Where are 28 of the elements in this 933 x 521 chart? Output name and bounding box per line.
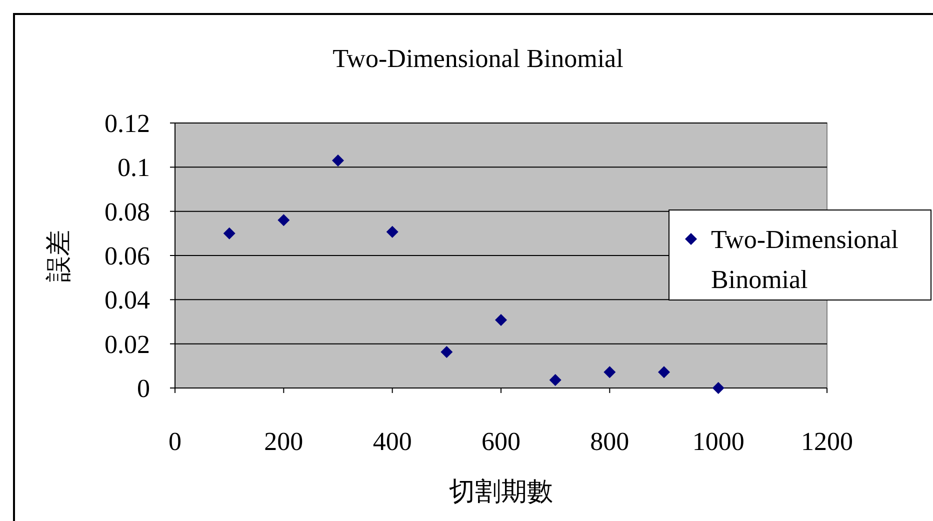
chart-title: Two-Dimensional Binomial: [332, 44, 624, 73]
legend-label: Two-Dimensional Binomial: [711, 225, 898, 294]
y-axis-title: 誤差: [44, 230, 73, 282]
y-tick-label: 0.02: [104, 330, 150, 359]
y-tick-label: 0: [137, 374, 150, 403]
point: [278, 214, 290, 226]
x-tick-label: 200: [264, 427, 304, 456]
x-tick-label: 1000: [692, 427, 744, 456]
point: [712, 382, 724, 394]
point: [549, 374, 562, 386]
point: [604, 366, 616, 378]
x-tick-label: 0: [168, 427, 182, 456]
y-tick-label: 0.04: [104, 286, 150, 315]
x-axis-title: 切割期數: [449, 477, 553, 506]
y-tick-label: 0.08: [104, 197, 150, 226]
y-tick-label: 0.1: [118, 153, 150, 182]
x-tick-label: 1200: [801, 427, 853, 456]
point: [386, 226, 398, 238]
x-tick-label: 400: [372, 427, 412, 456]
point: [440, 346, 453, 358]
y-tick-label: 0.12: [104, 109, 150, 138]
y-tick-label: 0.06: [104, 242, 150, 270]
point: [332, 154, 344, 167]
point: [658, 366, 670, 378]
x-tick-label: 600: [482, 427, 520, 456]
x-tick-label: 800: [590, 427, 630, 456]
point: [495, 314, 507, 326]
point: [223, 227, 236, 240]
